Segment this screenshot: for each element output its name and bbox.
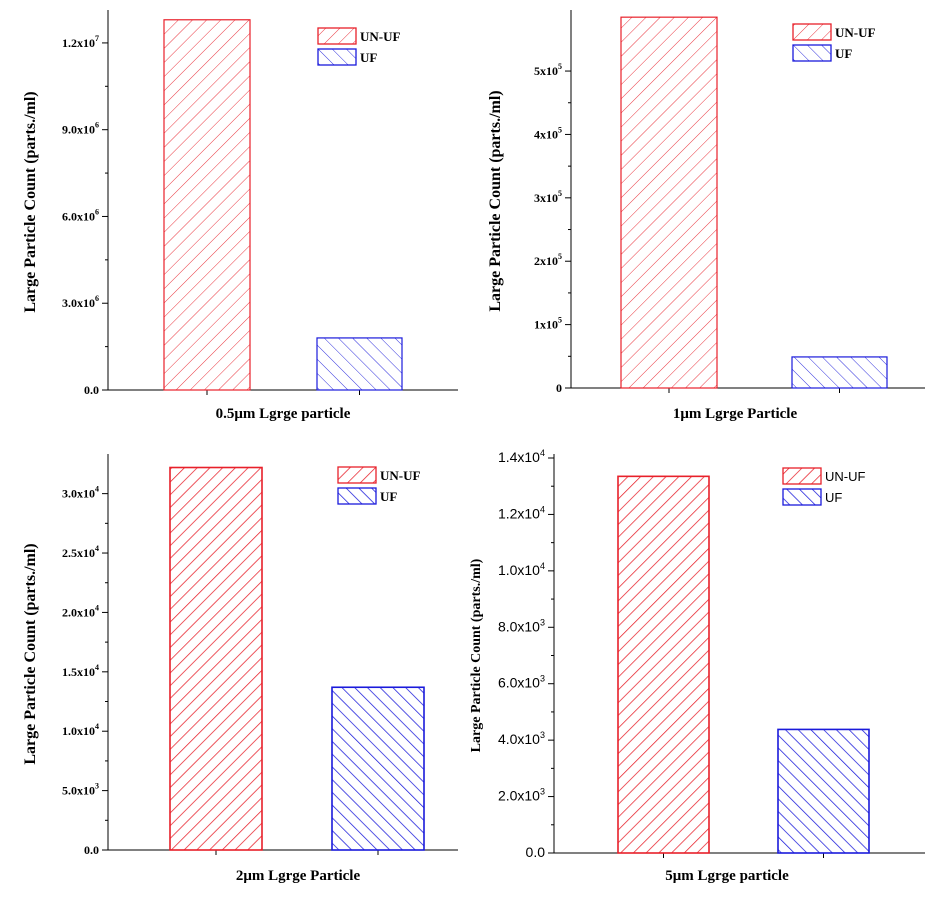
y-tick-label: 5.0x103 — [62, 782, 99, 798]
x-axis-label: 0.5μm Lgrge particle — [216, 406, 351, 422]
chart-panel-0-5um: 0.0 3.0x106 6.0x106 9.0x106 1.2x107 UN-UF UF 0.… — [0, 0, 460, 440]
legend-label: UN-UF — [825, 469, 865, 484]
chart-panel-1um: 0 1x105 2x105 3x105 4x105 5x105 UN-UF UF 1μm Lgr… — [465, 0, 929, 440]
y-tick-label: 1.0x104 — [498, 561, 545, 578]
x-axis-label: 2μm Lgrge Particle — [236, 868, 361, 884]
legend-swatch-uf — [792, 44, 832, 62]
legend-label: UN-UF — [360, 29, 400, 44]
bar-un-uf — [163, 19, 251, 391]
bar-un-uf — [617, 475, 710, 854]
y-tick-label: 8.0x103 — [498, 617, 545, 634]
y-tick-label: 1.5x104 — [62, 663, 99, 679]
legend-label: UF — [835, 46, 852, 61]
legend-swatch-uf — [317, 48, 357, 66]
y-tick-label: 1.2x104 — [498, 504, 545, 521]
y-axis-label: Large Particle Count (parts./ml) — [469, 558, 484, 752]
y-tick-label: 2.0x104 — [62, 603, 99, 619]
bar-uf — [316, 337, 403, 391]
chart-svg-1: 0 1x105 2x105 3x105 4x105 5x105 UN-UF UF 1μm Lgr… — [487, 10, 925, 422]
y-axis-label: Large Particle Count (parts./ml) — [487, 90, 504, 311]
legend-swatch-un-uf — [792, 23, 832, 41]
y-tick-label: 0 — [556, 381, 562, 395]
y-tick-label: 3.0x106 — [62, 294, 99, 310]
legend-swatch-un-uf — [317, 27, 357, 45]
bar-uf — [777, 728, 870, 854]
x-axis-label: 1μm Lgrge Particle — [673, 406, 798, 422]
y-axis-label: Large Particle Count (parts./ml) — [22, 543, 39, 764]
legend-swatch-un-uf — [337, 466, 377, 484]
y-tick-label: 1.2x107 — [62, 34, 99, 50]
legend-label: UF — [360, 50, 377, 65]
legend-swatch-un-uf — [782, 467, 822, 485]
chart-svg-0: 0.0 3.0x106 6.0x106 9.0x106 1.2x107 UN-UF UF 0.… — [22, 10, 458, 422]
bar-un-uf — [169, 466, 263, 851]
y-tick-label: 0.0 — [526, 844, 546, 860]
y-tick-label: 0.0 — [84, 843, 99, 857]
chart-panel-5um: 0.0 2.0x103 4.0x103 6.0x103 8.0x103 1.0x104 1.… — [465, 448, 929, 897]
y-tick-label: 2.0x103 — [498, 787, 545, 804]
legend-swatch-uf — [782, 488, 822, 506]
y-tick-label: 3x105 — [534, 189, 562, 205]
x-axis-label: 5μm Lgrge particle — [665, 868, 789, 884]
y-tick-label: 1x105 — [534, 316, 562, 332]
chart-svg-3: 0.0 2.0x103 4.0x103 6.0x103 8.0x103 1.0x104 1.… — [469, 448, 925, 884]
y-tick-label: 0.0 — [84, 383, 99, 397]
legend-swatch-uf — [337, 487, 377, 505]
bar-un-uf — [620, 16, 718, 389]
chart-svg-2: 0.0 5.0x103 1.0x104 1.5x104 2.0x104 2.5x104 3.… — [22, 454, 458, 884]
bar-uf — [331, 686, 425, 851]
bar-uf — [791, 356, 888, 389]
y-axis-label: Large Particle Count (parts./ml) — [22, 91, 39, 312]
legend-label: UF — [380, 489, 397, 504]
y-tick-label: 4.0x103 — [498, 730, 545, 747]
y-tick-label: 6.0x106 — [62, 207, 99, 223]
y-tick-label: 9.0x106 — [62, 121, 99, 137]
y-tick-label: 1.0x104 — [62, 722, 99, 738]
legend-label: UN-UF — [380, 468, 420, 483]
legend-label: UF — [825, 490, 842, 505]
chart-panel-2um: 0.0 5.0x103 1.0x104 1.5x104 2.0x104 2.5x104 3.… — [0, 448, 460, 897]
y-tick-label: 1.4x104 — [498, 448, 545, 465]
y-tick-label: 4x105 — [534, 125, 562, 141]
y-tick-label: 2x105 — [534, 252, 562, 268]
y-tick-label: 6.0x103 — [498, 674, 545, 691]
y-tick-label: 5x105 — [534, 62, 562, 78]
y-tick-label: 2.5x104 — [62, 544, 99, 560]
y-tick-label: 3.0x104 — [62, 485, 99, 501]
legend-label: UN-UF — [835, 25, 875, 40]
